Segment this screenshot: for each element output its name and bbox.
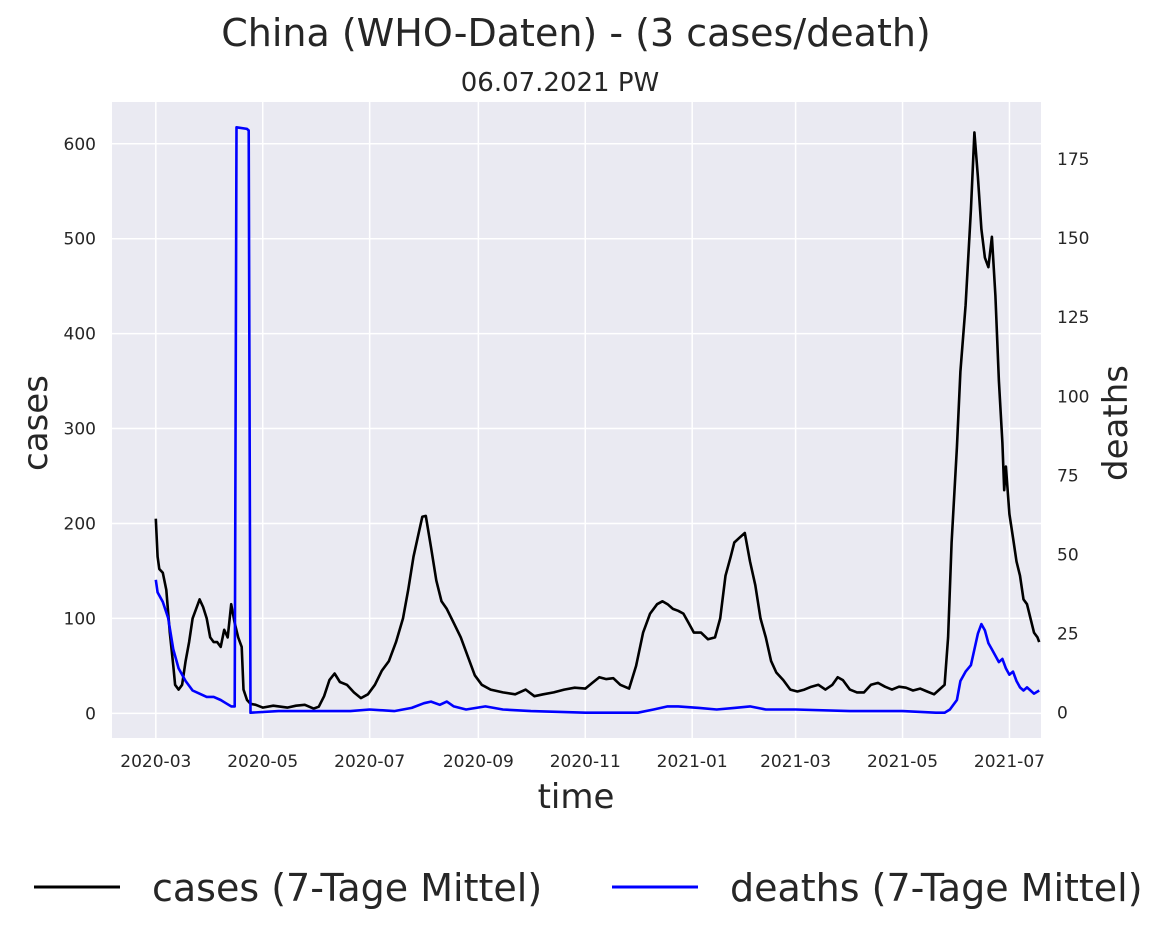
x-tick-label: 2021-03 xyxy=(760,752,831,772)
left-tick-label: 200 xyxy=(64,514,96,534)
right-tick-label: 150 xyxy=(1057,229,1089,249)
left-tick-labels: 0 100 200 300 400 500 600 xyxy=(64,135,96,725)
left-tick-label: 0 xyxy=(85,704,96,724)
legend: cases (7-Tage Mittel) deaths (7-Tage Mit… xyxy=(34,866,1143,910)
right-tick-label: 0 xyxy=(1057,704,1068,724)
grid xyxy=(112,102,1041,738)
left-tick-label: 600 xyxy=(64,135,96,155)
chart-title: China (WHO-Daten) - (3 cases/death) xyxy=(221,11,931,55)
left-tick-label: 500 xyxy=(64,230,96,250)
x-tick-label: 2020-03 xyxy=(120,752,191,772)
x-tick-label: 2020-11 xyxy=(550,752,621,772)
x-tick-labels: 2020-03 2020-05 2020-07 2020-09 2020-11 2021-… xyxy=(120,752,1045,772)
x-tick-label: 2020-09 xyxy=(443,752,514,772)
right-tick-label: 50 xyxy=(1057,545,1079,565)
left-tick-label: 400 xyxy=(64,325,96,345)
series-layer xyxy=(154,126,1041,714)
x-tick-label: 2021-05 xyxy=(867,752,938,772)
legend-label-deaths: deaths (7-Tage Mittel) xyxy=(730,866,1143,910)
legend-label-cases: cases (7-Tage Mittel) xyxy=(152,866,542,910)
left-tick-label: 100 xyxy=(64,609,96,629)
y-axis-label-right: deaths xyxy=(1096,365,1136,481)
chart-subtitle: 06.07.2021 PW xyxy=(461,68,660,98)
left-tick-label: 300 xyxy=(64,420,96,440)
right-tick-label: 75 xyxy=(1057,466,1079,486)
x-tick-label: 2021-07 xyxy=(974,752,1045,772)
series-line-deaths xyxy=(154,126,1040,714)
right-tick-label: 100 xyxy=(1057,387,1089,407)
x-tick-label: 2020-07 xyxy=(334,752,405,772)
x-tick-label: 2021-01 xyxy=(657,752,728,772)
right-tick-labels: 0 25 50 75 100 125 150 175 xyxy=(1057,150,1089,724)
right-tick-label: 125 xyxy=(1057,308,1089,328)
y-axis-label-left: cases xyxy=(16,375,56,471)
x-axis-label: time xyxy=(538,777,615,817)
x-tick-label: 2020-05 xyxy=(227,752,298,772)
right-tick-label: 175 xyxy=(1057,150,1089,170)
series-line-cases xyxy=(154,131,1041,710)
plot-area xyxy=(112,102,1041,738)
right-tick-label: 25 xyxy=(1057,625,1079,645)
